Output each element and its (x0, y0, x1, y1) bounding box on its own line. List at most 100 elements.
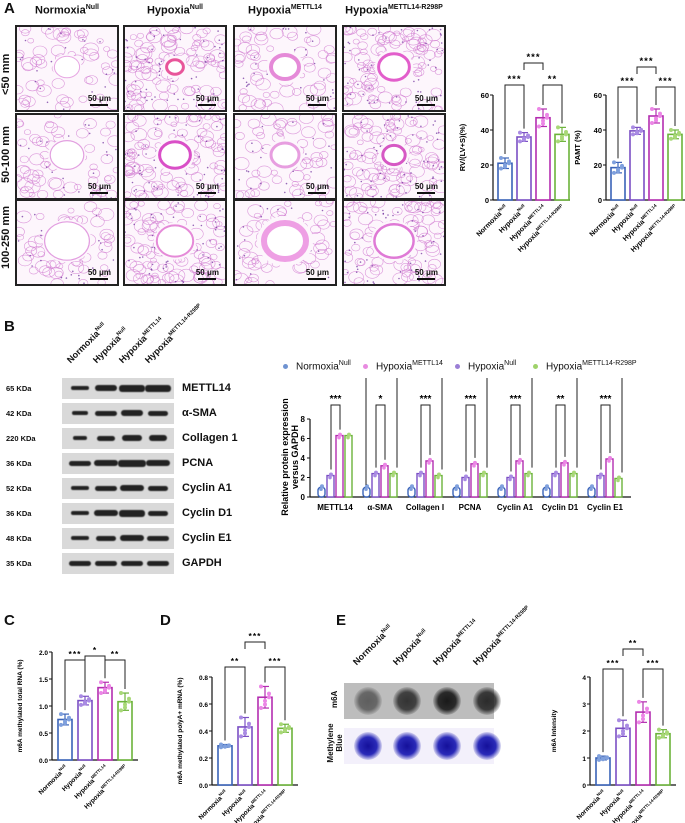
histology-image: 50 μm (15, 199, 119, 286)
svg-text:***: *** (420, 394, 432, 405)
svg-text:METTL14: METTL14 (317, 503, 353, 512)
scale-bar-label: 50 μm (87, 268, 111, 277)
lane-label-base: Hypoxia (430, 635, 463, 667)
legend-label-base: Normoxia (296, 361, 339, 373)
scale-bar-label: 50 μm (195, 94, 219, 103)
legend-marker-icon (283, 364, 288, 370)
svg-text:1.5: 1.5 (39, 677, 48, 684)
m6a-dot (433, 687, 461, 715)
panel-label-d: D (160, 612, 171, 629)
scale-bar-line (417, 104, 436, 106)
methylene-blue-dot (473, 732, 501, 760)
lane-label: NormoxiaNull (351, 623, 395, 667)
svg-text:**: ** (111, 649, 120, 659)
svg-text:PCNA: PCNA (459, 503, 482, 512)
scale-bar: 50 μm (196, 268, 219, 280)
lane-label: HypoxiaNull (391, 628, 430, 667)
blot-strip (62, 453, 174, 474)
scale-bar: 50 μm (415, 268, 438, 280)
svg-text:m6A methylated total RNA (%): m6A methylated total RNA (%) (17, 659, 24, 752)
histology-image: 50 μm (342, 113, 446, 200)
svg-text:1: 1 (582, 756, 586, 763)
column-title-sup: Null (189, 4, 204, 11)
lane-label-sup: METTL14-R298P (495, 604, 531, 640)
svg-text:0: 0 (582, 783, 586, 790)
kda-label: 36 KDa (6, 459, 32, 468)
column-title-sup: METTL14 (290, 4, 322, 11)
svg-text:40: 40 (481, 126, 489, 135)
svg-text:0: 0 (485, 196, 489, 205)
protein-band (71, 486, 89, 490)
blot-strip (62, 528, 174, 549)
blot-strip (62, 478, 174, 499)
methylene-blue-dot (433, 732, 461, 760)
svg-text:4: 4 (582, 675, 586, 682)
column-title-base: Hypoxia (146, 4, 190, 17)
svg-text:***: *** (507, 74, 521, 85)
blot-strip (62, 428, 174, 449)
column-title: HypoxiaMETTL14-R298P (332, 4, 456, 17)
histology-image: 50 μm (233, 199, 337, 286)
histology-image: 50 μm (233, 25, 337, 112)
svg-text:Cyclin A1: Cyclin A1 (497, 503, 534, 512)
blot-strip (62, 503, 174, 524)
scale-bar-line (198, 104, 217, 106)
scale-bar-line (417, 278, 436, 280)
svg-text:m6A Intensity: m6A Intensity (551, 709, 558, 752)
svg-text:**: ** (231, 656, 240, 666)
histology-image: 50 μm (15, 113, 119, 200)
histology-image: 50 μm (233, 113, 337, 200)
scale-bar-line (308, 192, 327, 194)
svg-text:6: 6 (301, 435, 306, 444)
protein-band (146, 460, 170, 466)
svg-text:RV/(LV+S)(%): RV/(LV+S)(%) (458, 123, 467, 171)
column-title-base: Normoxia (35, 4, 86, 17)
protein-band (72, 411, 88, 415)
scale-bar-line (198, 278, 217, 280)
protein-band (97, 435, 115, 441)
svg-text:***: *** (607, 658, 620, 668)
kda-label: 65 KDa (6, 384, 32, 393)
svg-text:***: *** (658, 76, 672, 87)
scale-bar-line (198, 192, 217, 194)
scale-bar: 50 μm (306, 94, 329, 106)
lane-label-sup: METTL14 (141, 315, 164, 338)
kda-label: 42 KDa (6, 409, 32, 418)
scale-bar: 50 μm (88, 182, 111, 194)
svg-text:0.0: 0.0 (199, 783, 208, 790)
lane-label-sup: Null (415, 627, 428, 640)
svg-text:2: 2 (582, 729, 586, 736)
protein-band (149, 435, 167, 441)
scale-bar: 50 μm (306, 268, 329, 280)
svg-text:60: 60 (481, 91, 489, 100)
legend-label-base: Hypoxia (376, 361, 413, 373)
scale-bar-line (90, 192, 109, 194)
lane-label-sup: METTL14-R298P (167, 302, 203, 338)
column-title-sup: Null (85, 4, 99, 11)
svg-text:0.4: 0.4 (199, 729, 208, 736)
svg-text:20: 20 (481, 161, 489, 170)
legend-label-sup: METTL14 (412, 360, 443, 367)
protein-band (95, 560, 117, 566)
protein-band (96, 535, 116, 541)
svg-text:0.2: 0.2 (199, 756, 208, 763)
histology-image: 50 μm (123, 199, 227, 286)
protein-band (69, 560, 91, 566)
svg-text:***: *** (465, 394, 477, 405)
methylene-blue-strip (344, 728, 501, 764)
svg-text:***: *** (249, 631, 262, 641)
svg-text:**: ** (629, 638, 638, 648)
legend-label-sup: Null (338, 360, 351, 367)
kda-label: 220 KDa (6, 434, 36, 443)
svg-text:***: *** (510, 394, 522, 405)
lane-label-sup: Null (94, 321, 106, 333)
row-label: 100-250 mm (0, 205, 12, 269)
scale-bar: 50 μm (415, 182, 438, 194)
svg-text:***: *** (647, 658, 660, 668)
protein-name: Cyclin D1 (182, 507, 233, 519)
blot-strip (62, 378, 174, 399)
column-title: HypoxiaNull (113, 4, 237, 17)
chart-protein-expression: 0 2 4 6 8 Relative protein expression versus G… (280, 378, 631, 516)
legend-item: NormoxiaNull (283, 360, 351, 372)
svg-text:40: 40 (594, 126, 602, 135)
